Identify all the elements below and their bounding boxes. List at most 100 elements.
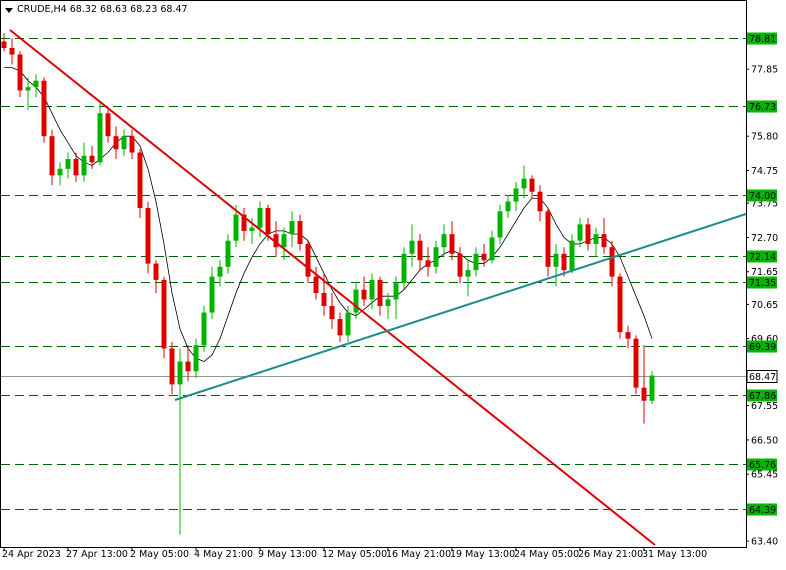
x-tick-label: 26 May 21:00 bbox=[578, 549, 643, 560]
x-tick-label: 9 May 13:00 bbox=[258, 549, 317, 560]
level-label: 64.39 bbox=[749, 505, 776, 516]
candle-body bbox=[33, 80, 39, 88]
candle-body bbox=[201, 312, 207, 346]
candle-body bbox=[537, 191, 543, 212]
candle-body bbox=[529, 178, 535, 192]
candle-body bbox=[409, 240, 415, 254]
candle-body bbox=[449, 234, 455, 254]
level-label-box bbox=[747, 340, 777, 353]
y-tick-label: 73.75 bbox=[751, 199, 778, 210]
y-tick-label: 63.40 bbox=[751, 537, 778, 548]
candle-body bbox=[161, 279, 167, 349]
candle-body bbox=[225, 240, 231, 267]
candle-body bbox=[417, 240, 423, 261]
plot-frame bbox=[0, 0, 747, 548]
candle-body bbox=[609, 247, 615, 277]
candle-body bbox=[641, 387, 647, 401]
level-label-box bbox=[747, 32, 777, 45]
candle-body bbox=[361, 289, 367, 300]
candle-body bbox=[145, 208, 151, 264]
candle-body bbox=[457, 253, 463, 277]
candle-body bbox=[505, 201, 511, 212]
level-label: 71.35 bbox=[749, 278, 776, 289]
y-tick-label: 71.65 bbox=[751, 267, 778, 278]
x-tick-label: 12 May 05:00 bbox=[322, 549, 387, 560]
level-label-box bbox=[747, 503, 777, 516]
candle-body bbox=[497, 211, 503, 238]
candle-body bbox=[281, 234, 287, 248]
candle-body bbox=[121, 136, 127, 150]
candle-body bbox=[297, 221, 303, 244]
x-tick-label: 27 Apr 13:00 bbox=[66, 549, 128, 560]
candle-body bbox=[353, 289, 359, 313]
candle-body bbox=[521, 178, 527, 189]
candle-body bbox=[81, 155, 87, 176]
candle-body bbox=[193, 345, 199, 372]
candle-body bbox=[489, 237, 495, 261]
y-tick-label: 75.80 bbox=[751, 132, 778, 143]
y-tick-label: 67.55 bbox=[751, 401, 778, 412]
x-tick-label: 24 Apr 2023 bbox=[2, 549, 61, 560]
current-price-label: 68.47 bbox=[749, 372, 776, 383]
menu-triangle bbox=[5, 8, 13, 13]
candle-body bbox=[401, 253, 407, 284]
y-tick-label: 74.75 bbox=[751, 166, 778, 177]
level-label-box bbox=[747, 189, 777, 202]
candle-body bbox=[513, 188, 519, 202]
y-tick-label: 72.70 bbox=[751, 233, 778, 244]
y-tick-label: 77.85 bbox=[751, 65, 778, 76]
candle-body bbox=[561, 253, 567, 271]
candle-body bbox=[129, 136, 135, 153]
candle-body bbox=[577, 224, 583, 241]
candle-body bbox=[25, 87, 31, 91]
level-label: 78.81 bbox=[749, 34, 776, 45]
candle-body bbox=[337, 319, 343, 336]
candle-body bbox=[209, 276, 215, 313]
candle-body bbox=[321, 292, 327, 307]
y-tick-label: 70.65 bbox=[751, 300, 778, 311]
teal-trend-line bbox=[174, 213, 747, 401]
candle-body bbox=[249, 227, 255, 231]
candle-body bbox=[177, 361, 183, 385]
candle-body bbox=[329, 306, 335, 320]
x-tick-label: 31 May 13:00 bbox=[642, 549, 707, 560]
candle-body bbox=[569, 240, 575, 271]
candle-body bbox=[617, 276, 623, 333]
red-trend-line bbox=[9, 29, 656, 546]
candle-body bbox=[545, 211, 551, 267]
x-tick-label: 4 May 21:00 bbox=[194, 549, 253, 560]
candle-body bbox=[137, 152, 143, 209]
level-label: 76.73 bbox=[749, 102, 776, 113]
level-label-box bbox=[747, 458, 777, 471]
candle-body bbox=[553, 253, 559, 267]
current-price-box bbox=[746, 370, 778, 383]
candle-body bbox=[49, 136, 55, 176]
candle-body bbox=[433, 247, 439, 267]
y-tick-label: 69.60 bbox=[751, 334, 778, 345]
candle-body bbox=[73, 159, 79, 176]
x-tick-label: 24 May 05:00 bbox=[514, 549, 579, 560]
candle-body bbox=[89, 155, 95, 163]
candle-body bbox=[593, 234, 599, 244]
candle-body bbox=[385, 299, 391, 307]
candle-body bbox=[345, 312, 351, 336]
candle-body bbox=[425, 260, 431, 267]
candle-body bbox=[105, 113, 111, 137]
candle-body bbox=[273, 234, 279, 248]
candle-body bbox=[41, 80, 47, 137]
candle-body bbox=[257, 208, 263, 228]
candle-body bbox=[305, 243, 311, 277]
candle-body bbox=[169, 348, 175, 385]
candle-body bbox=[585, 224, 591, 244]
x-tick-label: 19 May 13:00 bbox=[450, 549, 515, 560]
candle-body bbox=[241, 214, 247, 231]
candle-body bbox=[481, 253, 487, 261]
level-label: 67.86 bbox=[749, 391, 776, 402]
candle-body bbox=[473, 253, 479, 271]
candle-body bbox=[97, 113, 103, 163]
candle-body bbox=[265, 208, 271, 235]
candle-body bbox=[369, 279, 375, 300]
candle-body bbox=[17, 54, 23, 91]
y-tick-label: 66.50 bbox=[751, 435, 778, 446]
